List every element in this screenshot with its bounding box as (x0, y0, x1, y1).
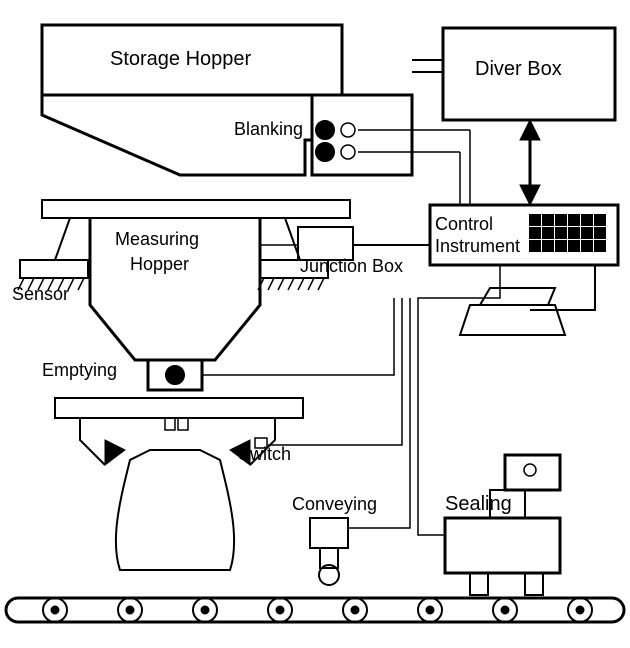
bag (116, 450, 234, 570)
control-instrument-label: Control (435, 214, 493, 234)
control-instrument: Control Instrument (430, 205, 618, 265)
sealing-machine: Sealing (445, 455, 560, 595)
measuring-hopper-assembly: Measuring Hopper Sensor Emptying (12, 200, 350, 390)
sealing-label: Sealing (445, 493, 512, 515)
conveyor-belt (6, 598, 624, 622)
connection-line (202, 298, 394, 375)
diver-box-label: Diver Box (475, 58, 562, 80)
bidirectional-arrow (520, 120, 540, 205)
junction-box: Junction Box (298, 227, 403, 276)
junction-box-label: Junction Box (300, 256, 403, 276)
emptying-label: Emptying (42, 360, 117, 380)
storage-hopper: Storage Hopper Blanking (42, 25, 412, 175)
conveying-label: Conveying (292, 494, 377, 514)
storage-hopper-label: Storage Hopper (110, 48, 252, 70)
switch-label: Switch (238, 444, 291, 464)
blanking-label: Blanking (234, 119, 303, 139)
diver-box: Diver Box (443, 28, 615, 120)
conveying-motor: Conveying (292, 494, 377, 585)
sensor-label: Sensor (12, 284, 69, 304)
measuring-hopper-label: Hopper (130, 254, 189, 274)
connection-line (268, 298, 402, 445)
bag-clamp: Switch (55, 398, 303, 465)
printer (460, 265, 595, 335)
control-instrument-label: Instrument (435, 236, 520, 256)
conveyor-wheels (43, 598, 592, 622)
measuring-hopper-label: Measuring (115, 229, 199, 249)
